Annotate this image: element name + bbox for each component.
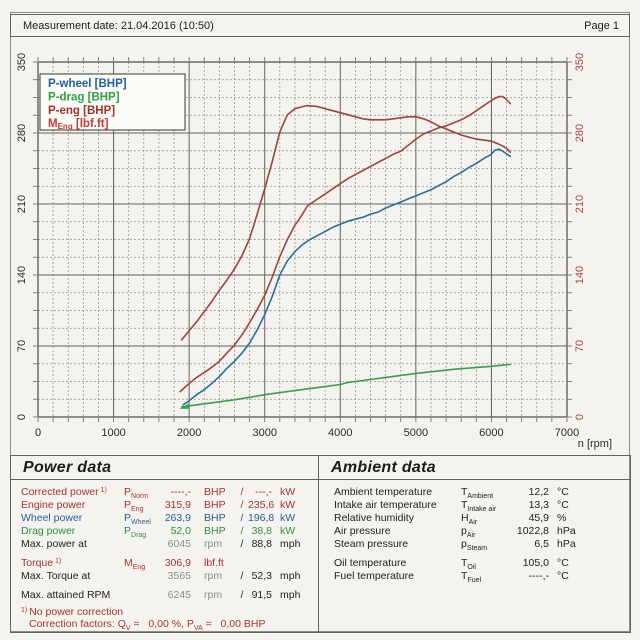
ambient-row: Ambient temperature TAmbient 12,2 °C — [319, 486, 630, 500]
row-label: Max. power at — [21, 538, 87, 550]
ambient-row: Steam pressure pSteam 6,5 hPa — [319, 538, 630, 552]
row-label: Wheel power — [21, 512, 83, 524]
svg-text:6000: 6000 — [479, 427, 503, 439]
power-data-title: Power data — [11, 456, 318, 480]
row-label: Relative humidity — [334, 512, 414, 524]
ambient-row: Relative humidity HAir 45,9% — [319, 512, 630, 526]
row-label: Max. Torque at — [21, 570, 91, 582]
measurement-date: Measurement date: 21.04.2016 (10:50) — [23, 19, 214, 32]
power-row: Max. Torque at 3565 rpm/52,3 mph — [11, 570, 318, 583]
legend-item: P-drag [BHP] — [48, 91, 120, 103]
row-label: Corrected power 1) — [21, 486, 107, 498]
row-symbol: PWheel — [124, 512, 151, 527]
row-symbol — [124, 570, 161, 583]
row-label: Air pressure — [334, 525, 391, 537]
row-label: Torque 1) — [21, 557, 62, 569]
ambient-row: Oil temperature TOil 105,0 °C — [319, 557, 630, 571]
power-data-section: Power data Corrected power 1) PNorm ----,-… — [11, 456, 319, 632]
footnote-no-correction: 1) No power correction — [21, 606, 124, 618]
row-symbol: MEng — [124, 557, 146, 572]
power-row: Drag power PDrag 52,0 BHP/38,8 kW — [11, 525, 318, 540]
y-axis-label-right: 280 — [574, 124, 586, 142]
ambient-data-section: Ambient data Ambient temperature TAmbient… — [319, 456, 630, 632]
row-label: Ambient temperature — [334, 486, 433, 498]
row-symbol — [124, 589, 161, 602]
power-footnotes: 1) No power correction Correction factors… — [11, 606, 318, 633]
y-axis-label-right: 140 — [574, 266, 586, 284]
power-row: Max. attained RPM 6245 rpm/91,5 mph — [11, 589, 318, 602]
axis-ticks — [33, 57, 572, 422]
data-panels: Power data Corrected power 1) PNorm ----,-… — [10, 455, 631, 633]
y-axis-label-right: 70 — [574, 340, 586, 352]
y-axis-label-left: 70 — [16, 340, 28, 352]
svg-text:7000: 7000 — [555, 427, 579, 439]
legend-box — [39, 73, 186, 131]
power-data-rows: Corrected power 1) PNorm ----,- BHP / ---,- kW… — [11, 480, 318, 602]
y-axis-label-right: 210 — [574, 195, 586, 213]
power-row: Wheel power PWheel 263,9 BHP/196,8 kW — [11, 512, 318, 527]
svg-text:4000: 4000 — [328, 427, 352, 439]
power-row: Max. power at 6045 rpm/88,8 mph — [11, 538, 318, 551]
ambient-data-title: Ambient data — [319, 456, 630, 480]
legend-item: P-wheel [BHP] — [48, 78, 127, 90]
y-axis-label-right: 0 — [574, 414, 586, 420]
footnote-correction-factors: Correction factors: QV = 0,00 %, PVA = 0… — [29, 618, 266, 633]
x-axis-labels: 0 1000 2000 3000 4000 5000 6000 7000 — [35, 427, 579, 439]
header: Measurement date: 21.04.2016 (10:50) Pag… — [10, 14, 630, 37]
svg-text:1000: 1000 — [101, 427, 125, 439]
legend-item: MEng [lbf.ft] — [48, 118, 109, 131]
y-axis-label-right: 350 — [574, 53, 586, 71]
y-axis-label-left: 0 — [16, 414, 28, 420]
curve-torque — [180, 104, 512, 341]
y-axis-label-left: 210 — [16, 195, 28, 213]
curve-engine-power — [179, 95, 512, 393]
row-symbol — [124, 538, 161, 551]
legend-item: P-eng [BHP] — [48, 105, 115, 117]
svg-text:3000: 3000 — [252, 427, 276, 439]
power-row: Engine power PEng 315,9 BHP/235,6 kW — [11, 499, 318, 514]
svg-text:0: 0 — [35, 427, 41, 439]
curve-drag-power — [180, 363, 512, 408]
drag-start-marker — [179, 402, 190, 409]
page-border — [10, 12, 630, 632]
row-label: Max. attained RPM — [21, 589, 111, 601]
svg-text:2000: 2000 — [177, 427, 201, 439]
row-symbol: PEng — [124, 499, 144, 514]
row-label: Oil temperature — [334, 557, 407, 569]
power-row: Torque 1) MEng 306,9 lbf.ft — [11, 557, 318, 572]
ambient-row: Fuel temperature TFuel ----,- °C — [319, 570, 630, 584]
y-axis-label-left: 350 — [16, 53, 28, 71]
page-number: Page 1 — [584, 19, 619, 32]
row-symbol: PDrag — [124, 525, 147, 540]
curve-wheel-power — [182, 148, 512, 406]
svg-text:5000: 5000 — [404, 427, 428, 439]
row-symbol: PNorm — [124, 486, 149, 501]
power-row: Corrected power 1) PNorm ----,- BHP / ---,- kW — [11, 486, 318, 501]
ambient-row: Air pressure pAir 1022,8 hPa — [319, 525, 630, 539]
x-axis-title: n [rpm] — [578, 438, 612, 450]
row-label: Engine power — [21, 499, 86, 511]
y-axis-label-left: 280 — [16, 124, 28, 142]
grid-major — [38, 62, 567, 417]
plot-frame — [37, 61, 568, 418]
ambient-data-rows: Ambient temperature TAmbient 12,2 °C Intake … — [319, 480, 630, 584]
y-axis-label-left: 140 — [16, 266, 28, 284]
row-label: Steam pressure — [334, 538, 409, 550]
ambient-row: Intake air temperature TIntake air 13,3 °C — [319, 499, 630, 513]
row-label: Intake air temperature — [334, 499, 437, 511]
row-label: Drag power — [21, 525, 76, 537]
row-label: Fuel temperature — [334, 570, 414, 582]
